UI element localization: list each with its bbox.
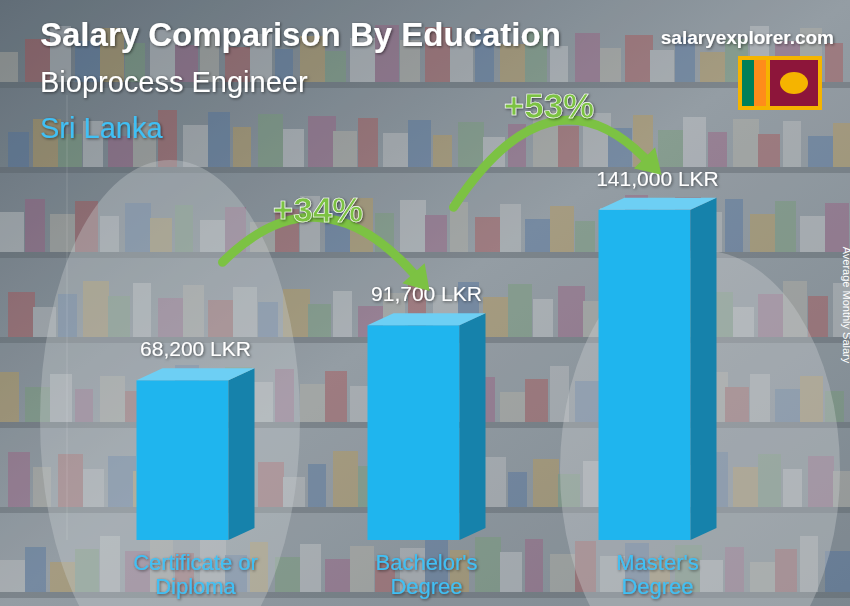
- category-line: Degree: [390, 574, 462, 599]
- flag-green: [742, 60, 754, 106]
- source: salaryexplorer.com: [661, 27, 834, 48]
- flag: [738, 56, 822, 110]
- bars: [137, 198, 717, 540]
- change-annotation: +34%: [273, 190, 364, 229]
- background: [0, 0, 850, 606]
- flag-border: [738, 56, 822, 110]
- category-line: Diploma: [155, 574, 236, 599]
- bar-side: [691, 198, 717, 540]
- location: Sri Lanka: [40, 112, 163, 144]
- category-label: Bachelor'sDegree: [375, 550, 477, 599]
- bar: [368, 313, 486, 540]
- bar-side: [229, 368, 255, 540]
- category-line: Degree: [621, 574, 693, 599]
- bar-top: [599, 198, 717, 210]
- y-axis-line: [67, 95, 68, 540]
- y-axis-label: Average Monthly Salary: [841, 247, 850, 364]
- arrow-curve: [454, 120, 645, 207]
- flag-lion: [780, 72, 808, 94]
- arrow-head: [402, 263, 429, 291]
- bar: [137, 368, 255, 540]
- subtitle: Bioprocess Engineer: [40, 66, 308, 98]
- bar-top: [137, 368, 255, 380]
- bar-front: [368, 325, 460, 540]
- chart: Salary Comparison By Education Bioprocess…: [0, 0, 850, 606]
- flag-orange: [754, 60, 766, 106]
- background-overlay: [0, 0, 850, 606]
- flag-maroon: [770, 60, 818, 106]
- category-line: Bachelor's: [375, 550, 477, 575]
- bar: [599, 198, 717, 540]
- category-label: Certificate orDiploma: [133, 550, 258, 599]
- arrow-head: [634, 147, 662, 175]
- bar-front: [137, 380, 229, 540]
- category-line: Master's: [616, 550, 698, 575]
- bar-front: [599, 210, 691, 540]
- data-label: 68,200 LKR: [140, 337, 251, 360]
- change-annotation: +53%: [504, 86, 595, 125]
- bar-side: [460, 313, 486, 540]
- category-label: Master'sDegree: [616, 550, 698, 599]
- category-line: Certificate or: [133, 550, 258, 575]
- title: Salary Comparison By Education: [40, 16, 561, 53]
- bar-top: [368, 313, 486, 325]
- change-arrow: [454, 120, 662, 207]
